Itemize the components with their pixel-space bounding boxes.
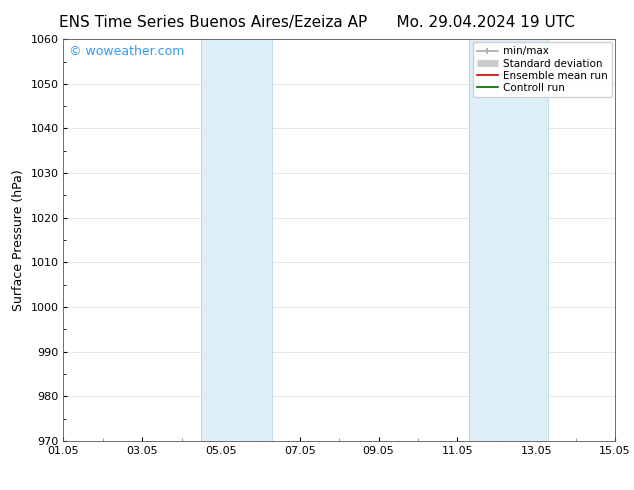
- Text: © woweather.com: © woweather.com: [69, 45, 184, 58]
- Text: ENS Time Series Buenos Aires/Ezeiza AP      Mo. 29.04.2024 19 UTC: ENS Time Series Buenos Aires/Ezeiza AP M…: [59, 15, 575, 30]
- Bar: [202, 39, 272, 441]
- Bar: [469, 39, 548, 441]
- Y-axis label: Surface Pressure (hPa): Surface Pressure (hPa): [12, 169, 25, 311]
- Legend: min/max, Standard deviation, Ensemble mean run, Controll run: min/max, Standard deviation, Ensemble me…: [473, 42, 612, 97]
